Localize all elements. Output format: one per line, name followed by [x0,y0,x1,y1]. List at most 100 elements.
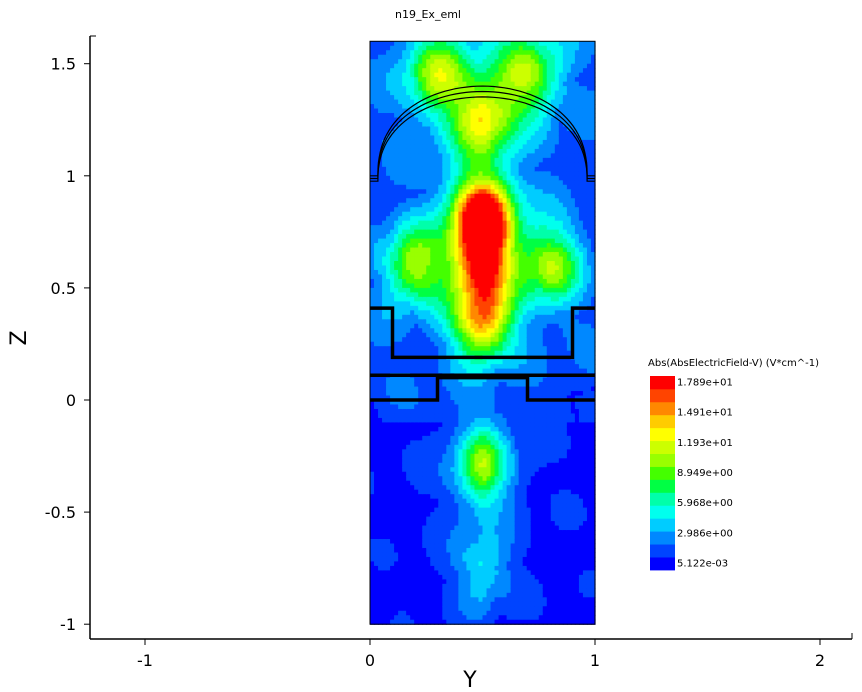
field-cell [394,265,399,271]
field-cell [478,314,484,320]
field-cell [450,359,455,365]
field-cell [386,610,391,616]
field-cell [418,346,423,352]
field-cell [478,157,484,163]
field-cell [422,449,427,455]
field-cell [382,583,387,589]
field-cell [370,395,375,401]
field-cell [430,471,435,477]
field-cell [510,287,516,293]
field-cell [442,113,447,119]
field-cell [490,135,496,141]
field-cell [442,606,447,612]
field-cell [410,261,415,267]
field-cell [446,126,451,132]
field-cell [438,391,443,397]
field-cell [474,121,480,128]
field-cell [502,480,508,486]
field-cell [382,449,387,455]
field-cell [454,341,459,347]
field-cell [462,45,468,51]
field-cell [418,606,423,612]
field-cell [406,426,411,432]
field-cell [470,359,476,365]
field-cell [402,234,407,240]
field-cell [478,90,484,96]
field-cell [438,314,443,320]
field-cell [386,234,391,240]
field-cell [446,283,451,289]
field-cell [430,391,435,397]
field-cell [446,99,451,105]
field-cell [486,471,492,477]
field-cell [410,507,415,513]
field-cell [506,525,512,531]
field-cell [394,583,399,589]
field-cell [446,458,451,464]
field-cell [446,547,451,554]
field-cell [410,588,415,594]
field-cell [454,574,459,580]
field-cell [410,364,415,370]
field-cell [394,547,399,554]
field-cell [478,99,484,105]
field-cell [438,565,443,571]
field-cell [478,471,484,477]
field-cell [502,458,508,464]
field-cell [386,440,391,446]
field-cell [394,269,399,276]
field-cell [474,77,480,83]
field-cell [458,269,464,276]
field-cell [514,193,520,199]
field-cell [446,516,451,522]
field-cell [410,207,415,213]
field-cell [390,54,395,60]
field-cell [458,314,464,320]
field-cell [382,431,387,437]
field-cell [514,458,520,464]
field-cell [486,68,492,74]
field-cell [402,615,407,621]
field-cell [426,113,431,119]
field-cell [486,530,492,536]
field-cell [418,440,423,446]
field-cell [410,368,415,374]
field-cell [414,516,419,522]
field-cell [494,54,500,60]
field-cell [374,619,379,625]
field-cell [374,552,379,558]
field-cell [410,265,415,271]
field-cell [430,601,435,607]
field-cell [494,341,500,347]
field-cell [402,144,407,150]
field-cell [462,274,468,280]
field-cell [502,512,508,518]
field-cell [510,323,516,329]
field-cell [442,229,447,235]
field-cell [382,516,387,522]
field-cell [434,269,439,276]
field-cell [438,283,443,289]
field-cell [386,588,391,594]
field-cell [518,539,524,545]
field-cell [514,503,520,509]
field-cell [502,565,508,571]
field-cell [410,534,415,540]
field-cell [446,113,451,119]
field-cell [494,512,500,518]
field-cell [510,359,516,365]
field-cell [510,189,516,195]
field-cell [430,610,435,616]
field-cell [490,166,496,172]
field-cell [438,435,443,441]
field-cell [494,485,500,491]
field-cell [486,72,492,78]
field-cell [370,534,375,540]
field-cell [454,552,459,558]
field-cell [506,534,512,540]
field-cell [394,180,399,186]
field-cell [430,417,435,424]
field-cell [438,104,443,110]
field-cell [494,41,500,47]
field-cell [498,583,504,589]
